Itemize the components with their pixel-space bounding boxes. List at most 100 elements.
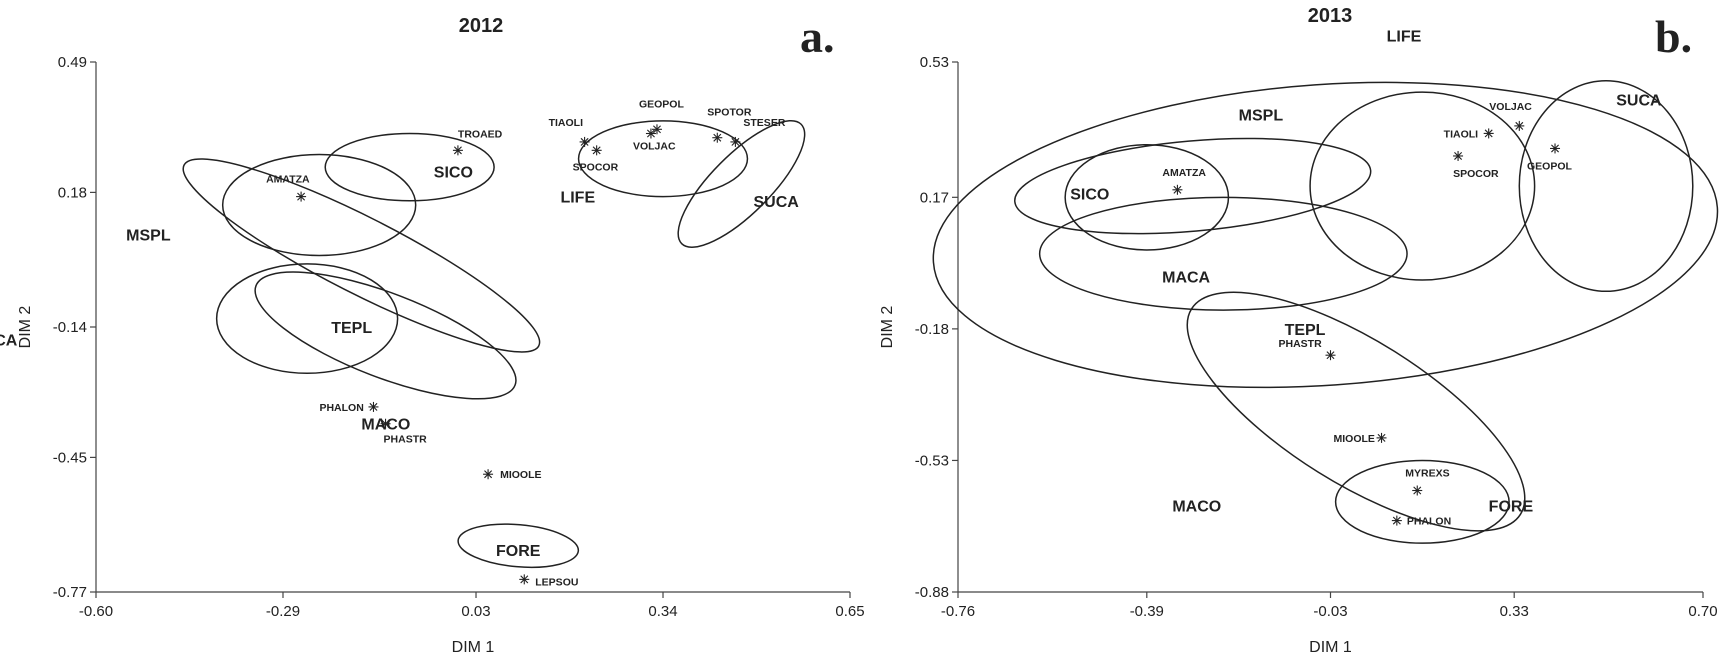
panel-2013: 2013 b. 0.53 0.17 -0.18 -0.53 -0.88 -0.76 -0.39 -… (879, 5, 1719, 656)
point-marker-amatza-2013 (1172, 184, 1183, 195)
x-tick-label-2012: 0.34 (648, 603, 677, 620)
group-ellipse-suca-2012 (677, 119, 806, 248)
point-label-steser-2012: STESER (743, 117, 785, 129)
point-marker-spocor-2013 (1453, 150, 1464, 161)
point-label-phastr-2012: PHASTR (384, 434, 428, 446)
group-ellipse-fore-2012 (457, 523, 580, 569)
group-label-suca-2012: SUCA (753, 194, 799, 211)
point-label-amatza-2012: AMATZA (266, 174, 310, 186)
y-tick-label-2013: -0.88 (915, 584, 949, 601)
x-tick-label-2012: 0.03 (461, 603, 490, 620)
point-marker-spotor-2012 (712, 132, 723, 143)
x-axis-label-2013: DIM 1 (1309, 639, 1352, 656)
point-label-voljac-2012: VOLJAC (633, 141, 676, 153)
point-marker-mioole-2013 (1376, 432, 1387, 443)
x-tick-label-2012: -0.29 (266, 603, 300, 620)
point-label-troaed-2012: TROAED (458, 128, 503, 140)
group-ellipse-suca-2013 (1518, 80, 1694, 293)
group-label-tepl-2013: TEPL (1285, 322, 1326, 339)
y-tick-label-2012: -0.45 (53, 449, 87, 466)
point-label-lepsou-2012: LEPSOU (535, 576, 578, 588)
group-label-mspl-2012: MSPL (126, 227, 171, 244)
group-label-life-2012: LIFE (560, 190, 595, 207)
x-tick-label-2012: 0.65 (835, 603, 864, 620)
point-marker-lepsou-2012 (519, 574, 530, 585)
point-marker-phalon-2013 (1391, 515, 1402, 526)
point-label-tiaoli-2013: TIAOLI (1444, 128, 1478, 140)
group-ellipse-maca-2013 (1038, 196, 1408, 311)
y-axis-label-2012: DIM 2 (17, 306, 34, 349)
point-marker-geopol-2013 (1550, 143, 1561, 154)
group-ellipse-mspl-2012 (221, 153, 417, 257)
y-axis-label-2013: DIM 2 (879, 306, 896, 349)
point-marker-phastr-2013 (1325, 350, 1336, 361)
chart-title-2012: 2012 (459, 15, 504, 37)
group-label-fore-2013: FORE (1489, 499, 1534, 516)
point-marker-voljac-2013 (1514, 120, 1525, 131)
group-ellipse-tepl-2012 (182, 158, 541, 353)
group-label-sico-2012: SICO (434, 164, 473, 181)
point-label-geopol-2012: GEOPOL (639, 98, 685, 110)
point-label-spocor-2013: SPOCOR (1453, 168, 1499, 180)
group-ellipse-tepl-2013 (932, 81, 1719, 389)
point-marker-myrexs-2013 (1412, 485, 1423, 496)
point-marker-voljac-2012 (645, 128, 656, 139)
group-ellipse-life-2013 (1309, 91, 1536, 281)
group-label-suca-2013: SUCA (1616, 93, 1662, 110)
group-label-sico-2013: SICO (1070, 187, 1109, 204)
group-ellipse-maco-2012 (254, 271, 517, 400)
point-label-amatza-2013: AMATZA (1162, 167, 1206, 179)
point-label-myrexs-2013: MYREXS (1405, 468, 1449, 480)
x-tick-label-2013: -0.03 (1313, 603, 1347, 620)
group-label-tepl-2012: TEPL (331, 320, 372, 337)
chart-title-2013: 2013 (1308, 5, 1353, 27)
group-ellipse-mspl-2013 (1014, 137, 1372, 235)
panel-letter-2013: b. (1655, 11, 1692, 62)
point-label-phastr-2013: PHASTR (1279, 338, 1323, 350)
x-tick-label-2013: -0.39 (1130, 603, 1164, 620)
x-tick-label-2013: -0.76 (941, 603, 975, 620)
group-label-maco-2013: MACO (1172, 499, 1221, 516)
point-marker-geopol-2012 (651, 124, 662, 135)
point-label-mioole-2012: MIOOLE (500, 469, 541, 481)
x-tick-label-2012: -0.60 (79, 603, 113, 620)
y-tick-label-2012: -0.14 (53, 319, 87, 336)
point-marker-amatza-2012 (296, 191, 307, 202)
group-ellipse-maca-2012 (215, 263, 399, 375)
point-marker-phastr-2012 (380, 418, 391, 429)
group-ellipse-sico-2012 (324, 132, 495, 202)
point-marker-tiaoli-2012 (579, 136, 590, 147)
point-label-spocor-2012: SPOCOR (573, 161, 619, 173)
point-label-mioole-2013: MIOOLE (1334, 433, 1375, 445)
group-ellipse-maco-2013 (1186, 291, 1526, 532)
point-label-geopol-2013: GEOPOL (1527, 160, 1573, 172)
point-marker-spocor-2012 (591, 145, 602, 156)
point-label-spotor-2012: SPOTOR (707, 107, 752, 119)
group-ellipse-fore-2013 (1334, 459, 1510, 544)
group-label-fore-2012: FORE (496, 543, 541, 560)
panel-letter-2012: a. (800, 11, 835, 62)
point-marker-mioole-2012 (483, 469, 494, 480)
y-tick-label-2012: 0.18 (58, 184, 87, 201)
point-label-phalon-2013: PHALON (1407, 516, 1451, 528)
y-tick-label-2013: 0.17 (920, 189, 949, 206)
y-tick-label-2013: 0.53 (920, 54, 949, 71)
y-tick-label-2013: -0.18 (915, 321, 949, 338)
x-tick-label-2013: 0.70 (1688, 603, 1717, 620)
point-marker-tiaoli-2013 (1483, 128, 1494, 139)
group-label-mspl-2013: MSPL (1239, 108, 1284, 125)
point-marker-phalon-2012 (368, 401, 379, 412)
y-tick-label-2013: -0.53 (915, 452, 949, 469)
panel-2012: 2012 a. 0.49 0.18 -0.14 -0.45 -0.77 -0.60 -0.29 0… (0, 11, 865, 656)
point-label-voljac-2013: VOLJAC (1489, 101, 1532, 113)
group-ellipse-life-2012 (577, 120, 749, 198)
point-marker-troaed-2012 (452, 145, 463, 156)
group-label-maca-2013: MACA (1162, 269, 1210, 286)
x-axis-label-2012: DIM 1 (452, 639, 495, 656)
y-tick-label-2012: -0.77 (53, 584, 87, 601)
y-tick-label-2012: 0.49 (58, 54, 87, 71)
group-label-maca-2012: MACA (0, 333, 18, 350)
point-label-tiaoli-2012: TIAOLI (549, 117, 583, 129)
group-label-life-2013: LIFE (1387, 29, 1422, 46)
